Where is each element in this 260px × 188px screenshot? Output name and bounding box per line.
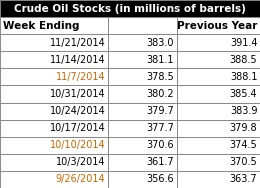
Bar <box>0 0 260 17</box>
Bar <box>0 120 108 137</box>
Bar <box>108 51 177 68</box>
Bar <box>177 51 260 68</box>
Text: 385.4: 385.4 <box>230 89 257 99</box>
Bar <box>0 154 108 171</box>
Text: 10/17/2014: 10/17/2014 <box>50 123 105 133</box>
Bar <box>0 86 260 102</box>
Bar <box>177 137 260 154</box>
Bar <box>177 171 260 188</box>
Text: 388.5: 388.5 <box>230 55 257 65</box>
Bar <box>108 86 177 102</box>
Text: 380.2: 380.2 <box>147 89 174 99</box>
Text: 11/7/2014: 11/7/2014 <box>56 72 105 82</box>
Text: 383.0: 383.0 <box>147 38 174 48</box>
Text: 370.5: 370.5 <box>230 157 257 167</box>
Bar <box>0 154 260 171</box>
Text: 10/31/2014: 10/31/2014 <box>50 89 105 99</box>
Text: 370.6: 370.6 <box>147 140 174 150</box>
Text: 11/21/2014: 11/21/2014 <box>50 38 105 48</box>
Bar <box>108 34 177 51</box>
Text: 361.7: 361.7 <box>147 157 174 167</box>
Bar <box>177 17 260 34</box>
Bar <box>0 68 260 86</box>
Bar <box>0 51 260 68</box>
Text: 378.5: 378.5 <box>146 72 174 82</box>
Bar <box>0 171 108 188</box>
Bar <box>0 34 260 51</box>
Bar <box>0 137 260 154</box>
Text: 379.7: 379.7 <box>146 106 174 116</box>
Text: 11/14/2014: 11/14/2014 <box>50 55 105 65</box>
Text: 9/26/2014: 9/26/2014 <box>56 174 105 184</box>
Bar <box>108 154 177 171</box>
Text: 383.9: 383.9 <box>230 106 257 116</box>
Text: 374.5: 374.5 <box>230 140 257 150</box>
Text: Crude Oil Stocks (in millions of barrels): Crude Oil Stocks (in millions of barrels… <box>14 4 246 14</box>
Bar <box>0 86 108 102</box>
Bar <box>177 68 260 86</box>
Bar <box>0 102 108 120</box>
Bar <box>0 17 260 34</box>
Bar <box>0 34 108 51</box>
Bar <box>0 102 260 120</box>
Bar <box>0 68 108 86</box>
Text: Week Ending: Week Ending <box>3 21 79 31</box>
Text: 377.7: 377.7 <box>146 123 174 133</box>
Text: 379.8: 379.8 <box>230 123 257 133</box>
Bar <box>177 102 260 120</box>
Text: 10/24/2014: 10/24/2014 <box>50 106 105 116</box>
Bar <box>0 137 108 154</box>
Bar <box>177 86 260 102</box>
Bar <box>177 120 260 137</box>
Text: Previous Year: Previous Year <box>177 21 257 31</box>
Bar <box>0 0 260 17</box>
Text: 363.7: 363.7 <box>230 174 257 184</box>
Bar <box>177 154 260 171</box>
Bar <box>0 51 108 68</box>
Bar <box>108 102 177 120</box>
Text: 10/10/2014: 10/10/2014 <box>50 140 105 150</box>
Text: 381.1: 381.1 <box>147 55 174 65</box>
Bar <box>108 171 177 188</box>
Bar <box>0 120 260 137</box>
Bar <box>0 171 260 188</box>
Text: 356.6: 356.6 <box>147 174 174 184</box>
Bar <box>108 17 177 34</box>
Bar <box>108 120 177 137</box>
Text: 388.1: 388.1 <box>230 72 257 82</box>
Bar <box>108 68 177 86</box>
Bar <box>108 137 177 154</box>
Text: 10/3/2014: 10/3/2014 <box>56 157 105 167</box>
Bar <box>0 17 108 34</box>
Text: 391.4: 391.4 <box>230 38 257 48</box>
Bar <box>177 34 260 51</box>
